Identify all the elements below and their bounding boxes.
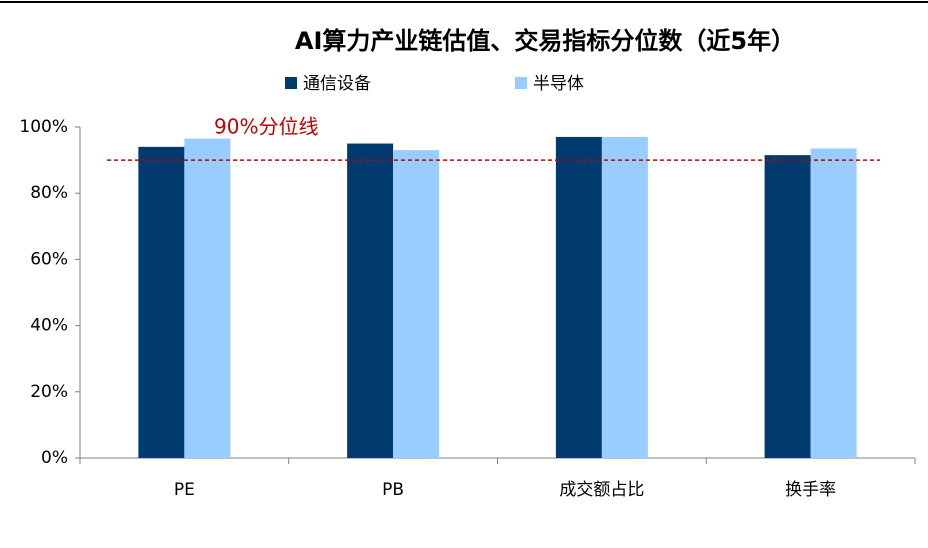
x-tick-label: PB [382,480,404,500]
chart-title: AI算力产业链估值、交易指标分位数（近5年） [295,27,795,55]
bar [393,150,440,459]
bar [347,143,394,459]
y-tick-label: 60% [30,249,68,269]
reference-label: 90%分位线 [214,115,318,139]
y-tick-label: 0% [41,448,68,468]
bar [184,138,231,458]
y-tick-label: 20% [30,382,68,402]
bar [601,136,648,458]
x-tick-label: 成交额占比 [559,480,644,500]
y-tick-label: 100% [19,117,68,137]
legend-label: 通信设备 [303,74,371,94]
x-tick-label: PE [174,480,195,500]
legend-swatch [285,77,297,89]
x-tick-label: 换手率 [785,480,836,500]
bar [138,146,185,459]
legend-label: 半导体 [533,74,584,94]
bar [810,148,857,458]
bar [764,155,811,458]
y-tick-label: 80% [30,183,68,203]
y-tick-label: 40% [30,316,68,336]
legend-swatch [515,77,527,89]
bar [555,136,602,458]
